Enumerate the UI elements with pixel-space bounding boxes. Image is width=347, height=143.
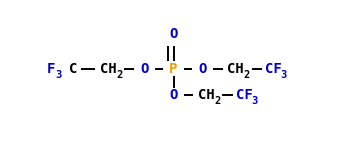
- Text: CH: CH: [227, 62, 244, 76]
- Text: O: O: [140, 62, 149, 76]
- Text: CH: CH: [198, 88, 214, 102]
- Text: 3: 3: [280, 70, 287, 80]
- Text: 2: 2: [116, 70, 122, 80]
- Text: 2: 2: [214, 96, 221, 106]
- Text: O: O: [169, 88, 178, 102]
- Text: 3: 3: [56, 70, 62, 80]
- Text: C: C: [69, 62, 78, 76]
- Text: P: P: [169, 62, 178, 76]
- Text: CF: CF: [265, 62, 282, 76]
- Text: F: F: [47, 62, 56, 76]
- Text: CF: CF: [236, 88, 252, 102]
- Text: 2: 2: [244, 70, 250, 80]
- Text: 3: 3: [251, 96, 257, 106]
- Text: O: O: [198, 62, 207, 76]
- Text: O: O: [169, 27, 178, 41]
- Text: CH: CH: [100, 62, 117, 76]
